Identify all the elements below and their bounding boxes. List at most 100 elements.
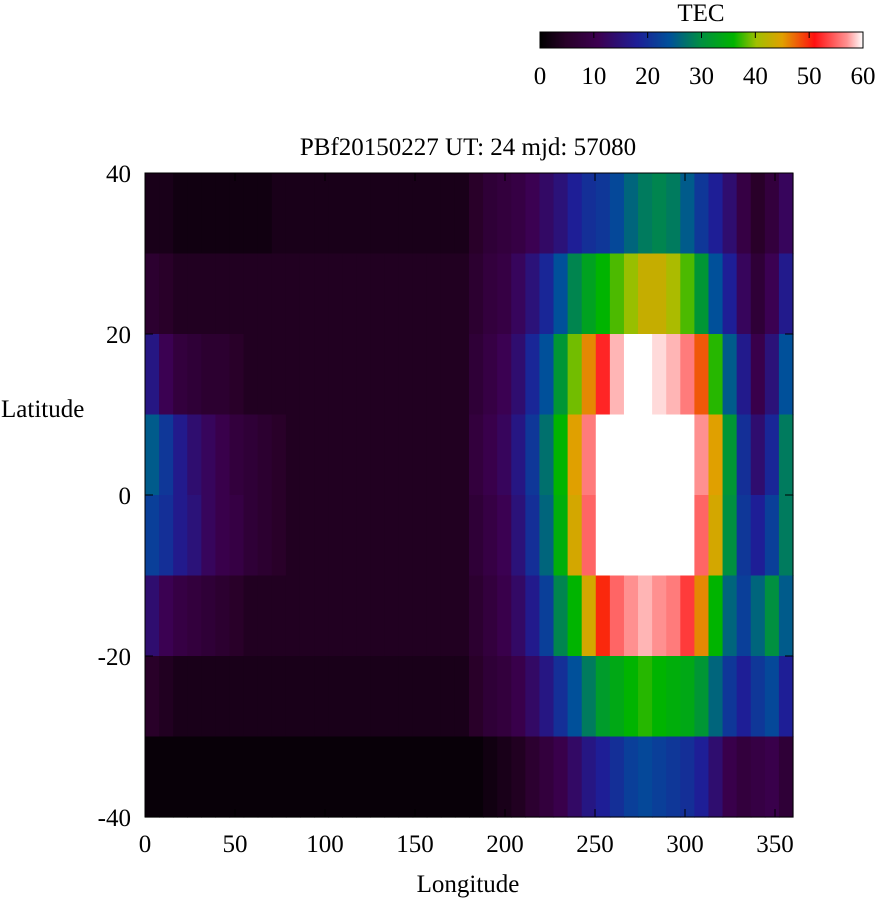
heatmap-cell <box>609 656 625 738</box>
heatmap-cell <box>750 575 766 657</box>
heatmap-cell <box>201 575 217 657</box>
x-axis-label: Longitude <box>417 871 520 898</box>
heatmap-cell <box>440 495 456 577</box>
heatmap-cell <box>285 656 301 738</box>
heatmap-cell <box>384 334 400 416</box>
heatmap-cell <box>384 173 400 255</box>
heatmap-cell <box>187 495 202 577</box>
heatmap-cell <box>694 736 710 818</box>
heatmap-cell <box>159 334 174 416</box>
heatmap-cell <box>342 173 357 255</box>
heatmap-cell <box>609 414 625 496</box>
heatmap-cell <box>201 495 217 577</box>
heatmap-cell <box>694 575 710 657</box>
heatmap-cell <box>652 495 667 577</box>
heatmap-cell <box>539 736 555 818</box>
heatmap-cell <box>412 253 428 335</box>
x-tick-label: 0 <box>139 831 152 858</box>
heatmap-cell <box>736 656 752 738</box>
heatmap-cell <box>187 253 202 335</box>
heatmap-cell <box>398 414 414 496</box>
colorbar-ticks: 0 10 20 30 40 50 60 <box>534 32 876 90</box>
heatmap-cell <box>145 173 160 255</box>
heatmap-cell <box>778 253 794 335</box>
heatmap-cell <box>356 575 371 657</box>
heatmap-cell <box>652 575 667 657</box>
heatmap-cell <box>173 414 188 496</box>
heatmap-cell <box>229 495 245 577</box>
heatmap-cell <box>764 495 780 577</box>
heatmap-cell <box>525 334 541 416</box>
heatmap-cell <box>342 334 357 416</box>
heatmap-cell <box>652 414 667 496</box>
heatmap-cell <box>299 173 315 255</box>
heatmap-cell <box>708 173 724 255</box>
heatmap-cell <box>187 173 202 255</box>
heatmap-cell <box>285 253 301 335</box>
y-tick-label: -20 <box>98 644 131 671</box>
heatmap-cell <box>595 656 611 738</box>
heatmap-cell <box>440 334 456 416</box>
heatmap-cell <box>229 575 245 657</box>
heatmap-cell <box>243 656 259 738</box>
heatmap-cell <box>609 253 625 335</box>
heatmap-cell <box>440 173 456 255</box>
heatmap-cell <box>299 334 315 416</box>
colorbar-tick-label: 0 <box>534 63 547 90</box>
colorbar-tick-label: 50 <box>797 63 822 90</box>
heatmap-cell <box>736 414 752 496</box>
heatmap-cell <box>511 656 526 738</box>
heatmap-cell <box>215 253 231 335</box>
heatmap-cell <box>285 334 301 416</box>
heatmap-cell <box>694 495 710 577</box>
heatmap-cell <box>187 575 202 657</box>
heatmap-cell <box>553 495 569 577</box>
heatmap-cell <box>708 495 724 577</box>
heatmap-cell <box>370 253 386 335</box>
heatmap-cell <box>440 736 456 818</box>
heatmap-cell <box>342 495 357 577</box>
heatmap-cell <box>285 414 301 496</box>
heatmap-cell <box>638 575 653 657</box>
heatmap-cell <box>370 656 386 738</box>
heatmap-cell <box>412 334 428 416</box>
heatmap-cell <box>623 736 639 818</box>
heatmap-cell <box>215 173 231 255</box>
heatmap-cell <box>469 495 484 577</box>
heatmap-cell <box>370 495 386 577</box>
heatmap-cell <box>454 736 470 818</box>
heatmap-cell <box>328 334 343 416</box>
heatmap-cell <box>440 656 456 738</box>
heatmap-cell <box>497 656 512 738</box>
heatmap-cell <box>736 575 752 657</box>
heatmap-cell <box>454 414 470 496</box>
heatmap-cell <box>511 495 526 577</box>
heatmap-cell <box>398 173 414 255</box>
heatmap-cell <box>623 575 639 657</box>
heatmap-cell <box>173 253 188 335</box>
x-axis-ticks: 0 50 100 150 200 250 300 350 <box>139 173 794 858</box>
colorbar-tick-label: 20 <box>635 63 660 90</box>
heatmap-cell <box>159 253 174 335</box>
colorbar-tick-label: 40 <box>743 63 768 90</box>
heatmap-cell <box>328 173 343 255</box>
heatmap-cell <box>384 253 400 335</box>
heatmap-cell <box>581 173 597 255</box>
heatmap-cell <box>356 656 371 738</box>
y-axis-label: Latitude <box>1 396 84 423</box>
heatmap-cell <box>778 495 794 577</box>
heatmap-cell <box>426 736 442 818</box>
heatmap-cell <box>243 173 259 255</box>
heatmap-cell <box>412 495 428 577</box>
heatmap-cell <box>483 575 498 657</box>
heatmap-cell <box>750 173 766 255</box>
heatmap-cell <box>666 656 681 738</box>
heatmap-cell <box>595 495 611 577</box>
heatmap-cell <box>680 253 695 335</box>
heatmap-cell <box>215 495 231 577</box>
heatmap-cell <box>638 334 653 416</box>
heatmap-cell <box>328 253 343 335</box>
heatmap-cell <box>652 253 667 335</box>
heatmap-cell <box>511 414 526 496</box>
